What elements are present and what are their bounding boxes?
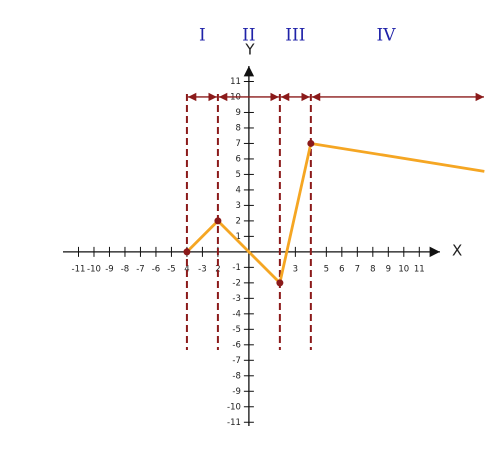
y-tick-label: -7 <box>232 356 240 366</box>
y-tick-label: -2 <box>232 278 240 288</box>
x-tick-label: -7 <box>136 264 144 274</box>
y-tick-label: -11 <box>227 418 241 428</box>
x-tick-label: -5 <box>167 264 175 274</box>
y-tick-label: -9 <box>232 387 240 397</box>
y-axis-label: Y <box>244 41 255 59</box>
y-tick-label: 2 <box>235 216 240 226</box>
y-tick-label: -3 <box>232 294 240 304</box>
y-tick-label: -8 <box>232 371 240 381</box>
point <box>183 248 191 256</box>
y-tick-label: 3 <box>235 201 240 211</box>
x-axis-label: X <box>452 242 462 260</box>
y-tick-label: 4 <box>235 185 240 195</box>
x-tick-label: -8 <box>121 264 129 274</box>
x-tick-label: -3 <box>198 264 206 274</box>
x-tick-label: 3 <box>293 264 298 274</box>
y-tick-label: -1 <box>232 263 240 273</box>
region-label: III <box>285 26 305 46</box>
x-tick-label: -9 <box>105 264 113 274</box>
region-label: IV <box>377 26 397 46</box>
x-tick-label: -10 <box>87 264 101 274</box>
region-label: I <box>199 26 206 46</box>
y-tick-label: -5 <box>232 325 240 335</box>
x-tick-label: 2 <box>215 264 220 274</box>
x-tick-label: 4 <box>184 264 189 274</box>
y-tick-label: 6 <box>235 154 240 164</box>
x-tick-label: 11 <box>414 264 425 274</box>
region-label: II <box>242 26 255 46</box>
y-tick-label: 8 <box>235 123 240 133</box>
x-tick-label: 7 <box>355 264 360 274</box>
y-tick-label: 11 <box>230 77 241 87</box>
y-tick-label: -10 <box>227 402 241 412</box>
point <box>214 217 222 225</box>
y-tick-label: 1 <box>235 232 240 242</box>
y-tick-label: -6 <box>232 340 240 350</box>
point <box>276 279 284 287</box>
x-tick-label: 8 <box>370 264 375 274</box>
x-tick-label: 10 <box>398 264 409 274</box>
x-tick-label: 9 <box>386 264 391 274</box>
y-tick-label: -4 <box>232 309 240 319</box>
x-tick-label: -11 <box>72 264 86 274</box>
x-tick-label: 6 <box>339 264 344 274</box>
y-tick-label: 9 <box>235 108 240 118</box>
x-tick-label: 5 <box>324 264 329 274</box>
point <box>307 139 315 147</box>
y-tick-label: 7 <box>235 139 240 149</box>
x-tick-label: -6 <box>152 264 160 274</box>
y-tick-label: 5 <box>235 170 240 180</box>
